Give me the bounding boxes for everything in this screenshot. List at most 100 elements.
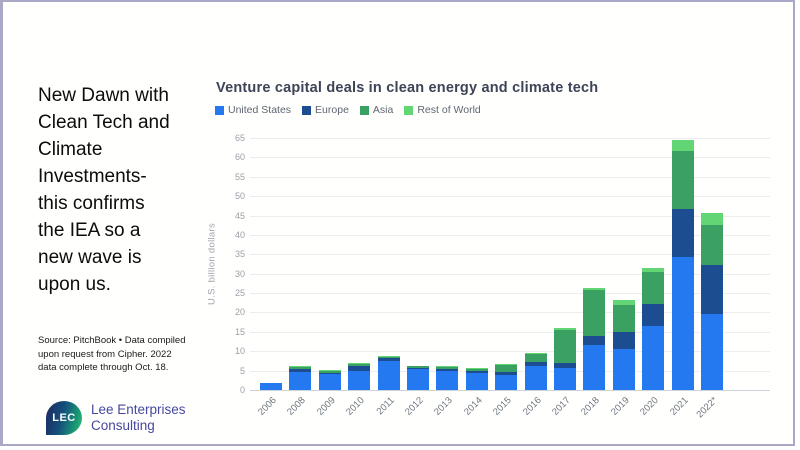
bar-segment-asia [612,305,635,333]
bar-segment-europe [642,303,665,327]
bar-segment-rest-of-world [671,139,694,152]
gridline [250,351,770,353]
bar-segment-asia [348,364,371,367]
bar-segment-asia [436,366,459,370]
bar-2011: 2011 [374,356,400,417]
legend-swatch-icon [404,105,414,115]
bar-2015: 2015 [491,364,518,418]
bar-2010: 2010 [344,363,371,418]
gridline [250,196,770,198]
bar-segment-rest-of-world [407,365,429,367]
x-tick-label: 2011 [374,395,397,418]
bar-segment-europe [436,369,459,371]
bar-segment-united-states [436,370,459,390]
chart-title: Venture capital deals in clean energy an… [216,80,599,96]
bar-2016: 2016 [521,353,547,418]
y-tick-label: 40 [234,229,245,240]
bar-2012: 2012 [403,365,429,418]
bar-segment-asia [318,370,341,373]
gridline [250,331,770,333]
gridline [250,215,770,217]
legend-label: Europe [315,104,349,116]
legend-label: Asia [372,104,394,116]
bar-segment-europe [583,335,606,346]
bar-segment-europe [671,208,694,258]
x-tick-label: 2018 [579,395,603,418]
y-tick-label: 50 [234,191,245,202]
bar-segment-europe [524,362,547,366]
bar-segment-asia [495,364,518,372]
bar-segment-united-states [377,361,400,390]
gridline [250,176,770,178]
bar-segment-rest-of-world [554,328,576,330]
gridline [250,157,770,159]
bar-segment-rest-of-world [348,363,371,365]
bar-segment-europe [407,367,429,370]
x-tick-label: 2017 [550,395,573,418]
bar-2018: 2018 [579,288,606,418]
legend-item-asia: Asia [359,104,394,116]
x-tick-label: 2015 [491,395,514,418]
y-tick-label: 15 [234,326,245,337]
bar-2014: 2014 [462,367,488,418]
plot-area: U.S. billion dollars 0 5 10 15 20 25 30 35 40 45 5… [207,133,770,420]
y-tick-label: 30 [234,268,245,279]
bar-segment-europe [377,358,400,362]
x-tick-label: 2006 [256,395,279,418]
legend-swatch-icon [302,105,312,115]
bar-segment-europe [289,368,312,373]
y-tick-label: 55 [234,171,245,182]
bar-2019: 2019 [609,300,635,418]
bar-segment-united-states [554,368,576,390]
source-note: Source: PitchBook • Data compiled upon r… [38,335,186,373]
legend-item-europe: Europe [302,104,349,116]
x-tick-label: 2013 [432,395,456,418]
bar-2022: 2022* [694,213,723,420]
bar-segment-united-states [465,373,488,390]
x-axis-baseline [250,390,770,391]
legend-swatch-icon [359,105,369,115]
bar-2006: 2006 [256,383,282,418]
bar-segment-united-states [671,257,694,390]
bar-segment-united-states [524,365,547,390]
bar-segment-united-states [407,369,429,390]
bar-segment-asia [377,356,400,359]
legend-item-united-states: United States [215,104,291,116]
legend-label: United States [228,104,292,116]
bar-segment-europe [465,371,488,374]
gridline [250,293,770,295]
bar-segment-united-states [348,370,371,390]
x-tick-label: 2008 [285,395,309,418]
bar-segment-rest-of-world [289,365,312,367]
x-tick-label: 2014 [461,395,485,418]
bar-segment-europe [495,371,518,375]
gridline [250,312,770,314]
bar-segment-united-states [495,374,518,390]
y-tick-label: 35 [234,249,245,260]
bar-segment-europe [612,332,635,349]
bar-segment-europe [701,264,723,314]
bar-segment-europe [318,372,341,374]
bar-2020: 2020 [638,267,665,418]
legend-item-rest-of-world: Rest of World [404,104,481,116]
bar-segment-rest-of-world [436,366,459,367]
bar-2013: 2013 [432,366,459,418]
x-tick-label: 2019 [608,395,632,418]
bar-segment-united-states [612,348,635,390]
y-tick-label: 20 [234,307,245,318]
bar-segment-asia [642,272,665,304]
x-tick-label: 2012 [403,395,426,418]
bar-segment-asia [554,329,576,364]
legend-swatch-icon [215,105,224,115]
y-tick-label: 10 [234,346,245,357]
bar-segment-rest-of-world [642,267,665,273]
bar-2021: 2021 [668,139,694,418]
bar-segment-rest-of-world [524,353,547,354]
y-tick-label: 65 [234,133,245,143]
bar-segment-europe [348,366,371,371]
x-tick-label: 2022* [694,395,720,421]
bar-segment-asia [465,368,488,372]
bar-segment-united-states [260,383,282,390]
bar-segment-europe [554,363,576,369]
bar-segment-united-states [289,372,312,390]
